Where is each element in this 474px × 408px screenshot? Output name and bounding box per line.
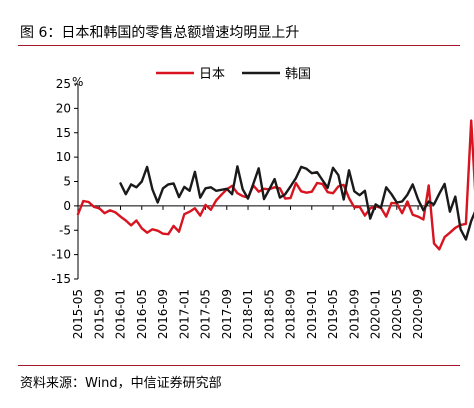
x-tick-label: 2018-05: [262, 289, 276, 339]
legend-label-korea: 韩国: [285, 67, 311, 82]
x-tick-label: 2016-09: [156, 289, 170, 339]
y-tick-label: 5: [63, 175, 71, 189]
x-tick-label: 2020-09: [411, 289, 425, 339]
y-tick-label: 20: [56, 101, 71, 115]
x-tick-label: 2015-05: [71, 289, 85, 339]
x-tick-label: 2020-05: [390, 289, 404, 339]
x-tick-label: 2017-01: [177, 289, 191, 339]
y-tick-label: 25: [56, 77, 71, 91]
y-tick-label: 15: [56, 126, 71, 140]
x-tick-label: 2017-09: [220, 289, 234, 339]
footer-divider: [18, 365, 460, 366]
figure-title: 图 6：日本和韩国的零售总额增速均明显上升: [20, 25, 300, 41]
x-tick-label: 2018-09: [284, 289, 298, 339]
y-tick-label: -5: [59, 223, 71, 237]
y-tick-label: 10: [56, 150, 71, 164]
x-tick-label: 2018-01: [241, 289, 255, 339]
x-tick-label: 2017-05: [199, 289, 213, 339]
x-tick-label: 2020-01: [369, 289, 383, 339]
x-tick-label: 2015-09: [92, 289, 106, 339]
y-tick-label: -10: [51, 248, 71, 262]
source-note: 资料来源：Wind，中信证券研究部: [20, 376, 222, 391]
y-axis-unit-label: %: [72, 75, 83, 89]
series-line-japan: [76, 119, 474, 251]
y-tick-label: -15: [51, 272, 71, 286]
title-divider: [18, 45, 460, 46]
legend-label-japan: 日本: [199, 67, 225, 82]
x-tick-label: 2016-01: [114, 289, 128, 339]
x-tick-label: 2019-01: [305, 289, 319, 339]
x-tick-label: 2019-09: [347, 289, 361, 339]
y-tick-label: 0: [63, 199, 71, 213]
series-line-korea: [119, 165, 474, 241]
x-tick-label: 2019-05: [326, 289, 340, 339]
x-tick-label: 2016-05: [135, 289, 149, 339]
